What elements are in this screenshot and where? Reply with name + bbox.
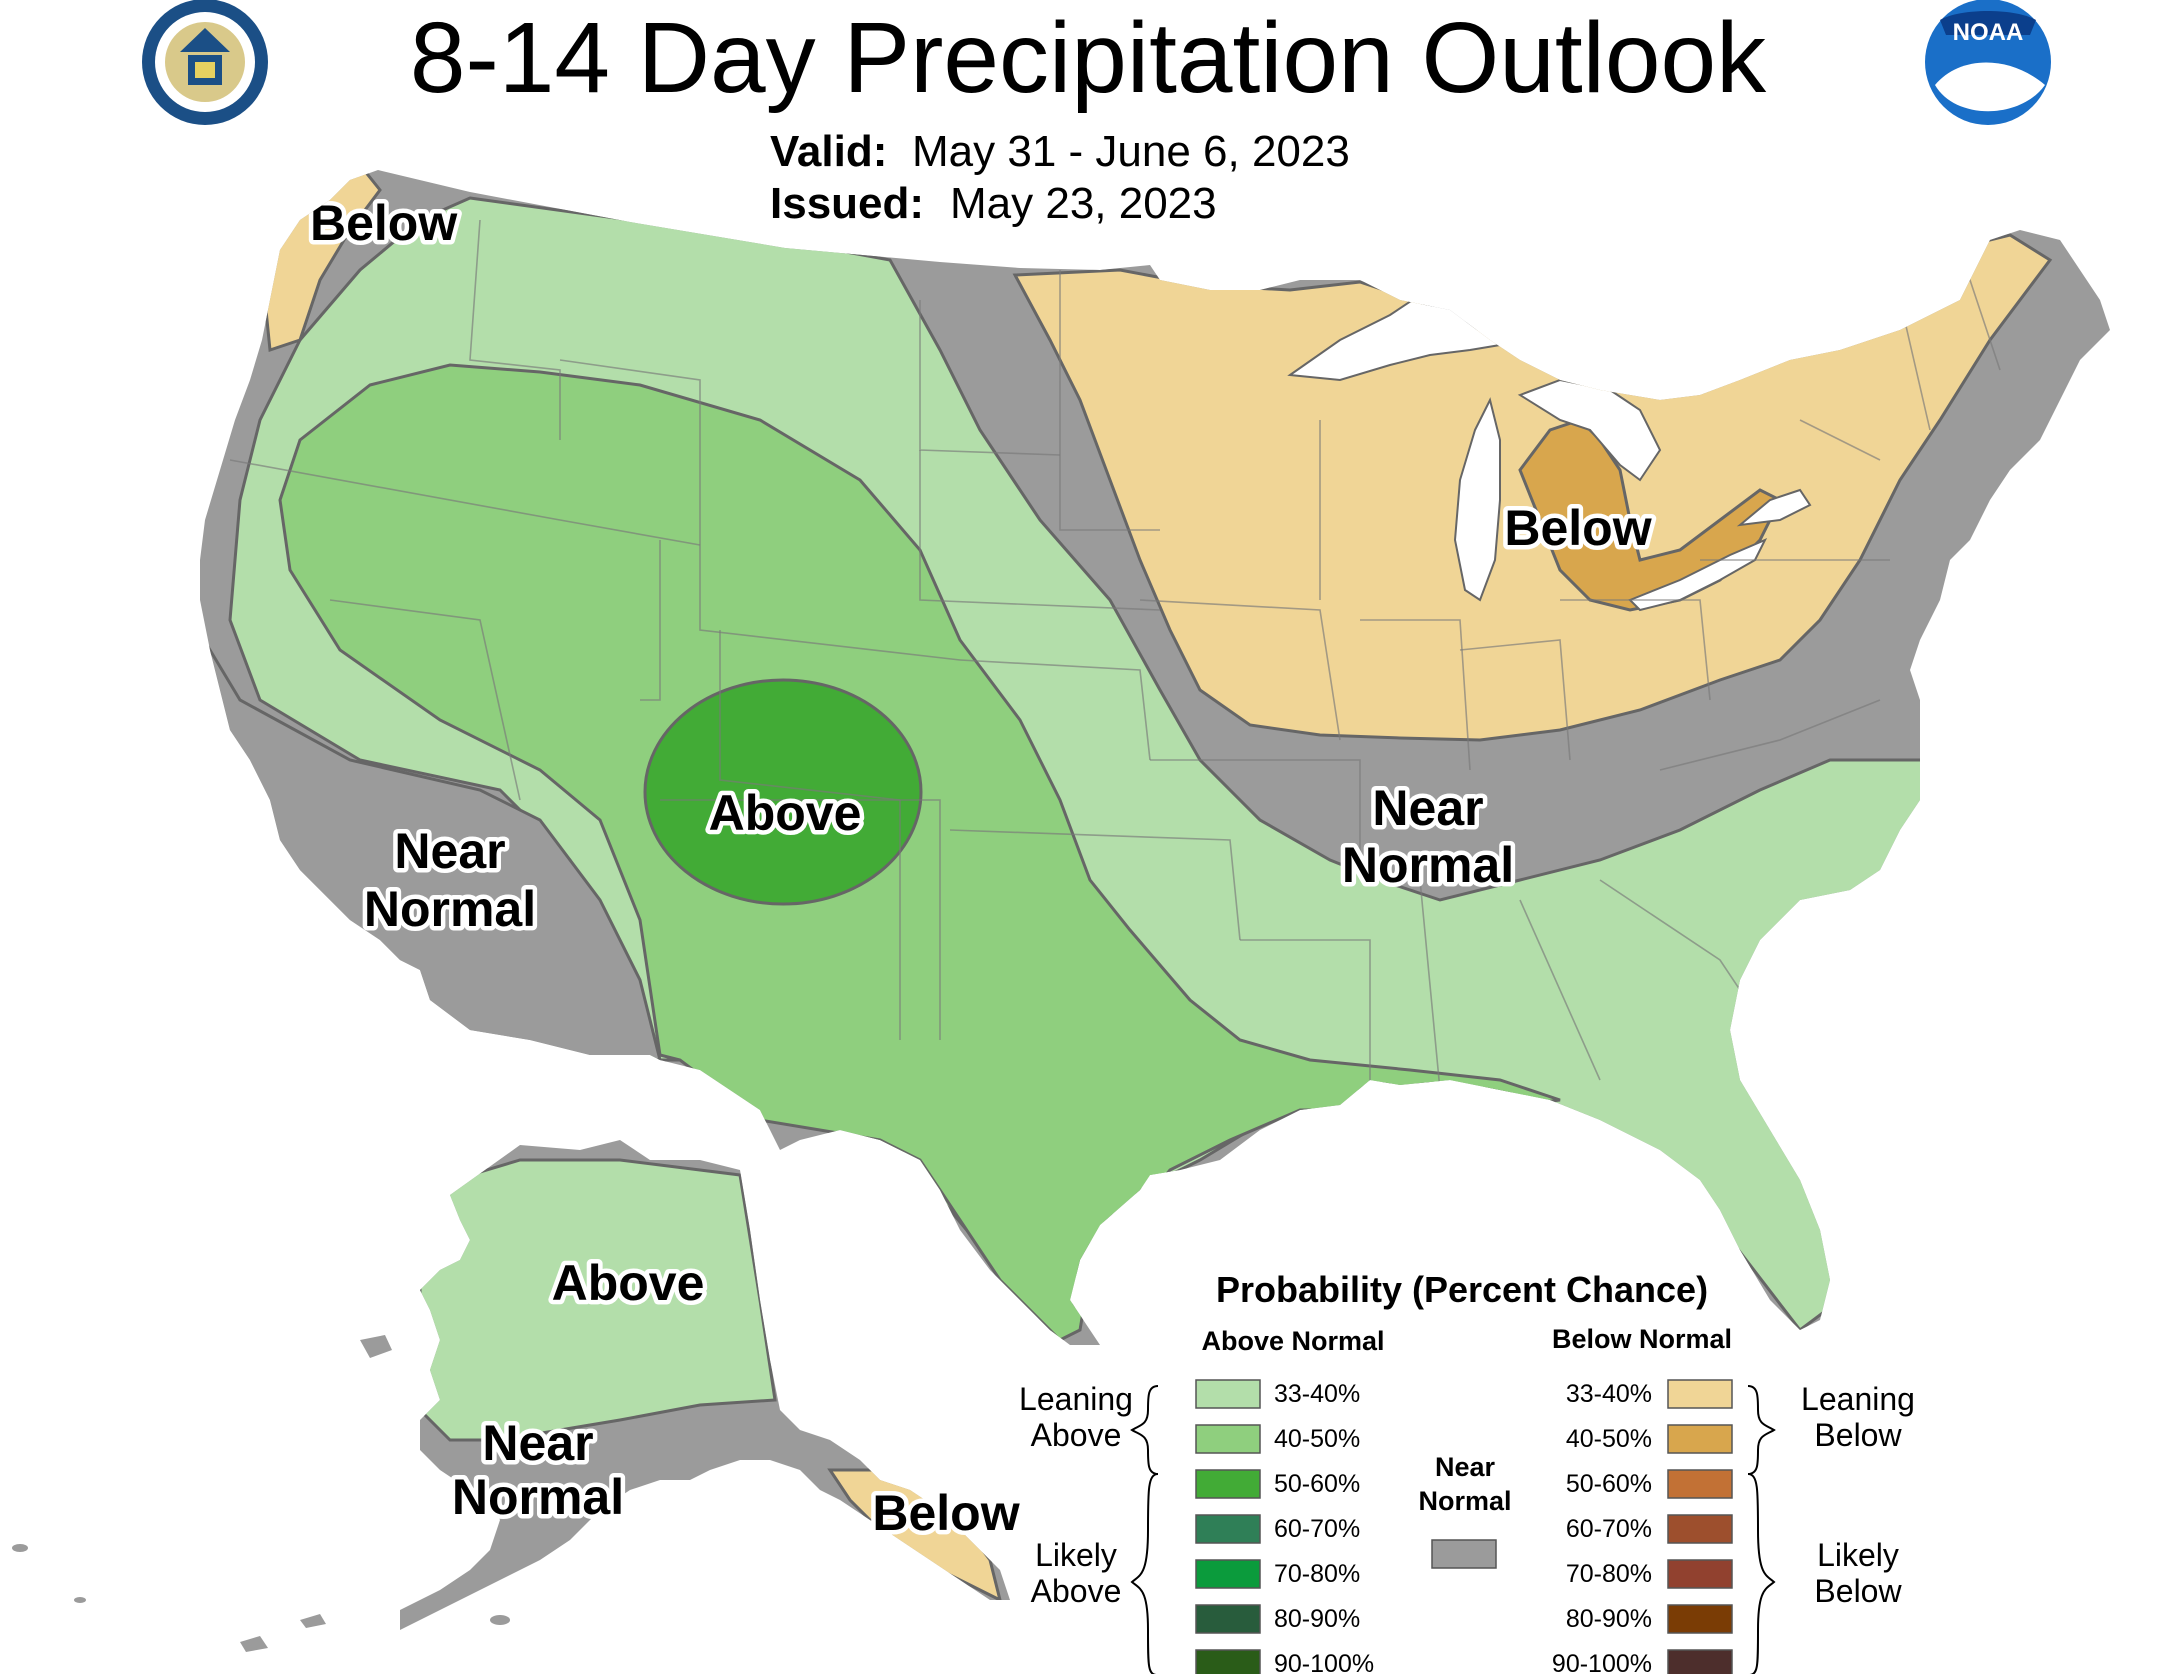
above-swatch-1 bbox=[1196, 1380, 1260, 1408]
below-swatch-7 bbox=[1668, 1650, 1732, 1674]
below-swatch-5 bbox=[1668, 1560, 1732, 1588]
legend-leaning-above-2: Above bbox=[1031, 1417, 1122, 1453]
label-alaska-above: Above bbox=[552, 1255, 705, 1311]
below-swatch-4 bbox=[1668, 1515, 1732, 1543]
label-alaska-near-normal-1: Near bbox=[482, 1415, 593, 1471]
bracket-likely-above bbox=[1132, 1474, 1158, 1674]
below-swatch-2 bbox=[1668, 1425, 1732, 1453]
legend-near-normal-1: Near bbox=[1435, 1452, 1496, 1482]
above-pct-label-4: 60-70% bbox=[1274, 1515, 1360, 1543]
label-alaska-below: Below bbox=[872, 1485, 1019, 1541]
below-swatch-6 bbox=[1668, 1605, 1732, 1633]
above-normal-swatches: 33-40% 40-50% 50-60% 60-70% 70-80% 80-90% 90-1… bbox=[1196, 1380, 1374, 1674]
legend-leaning-above-1: Leaning bbox=[1019, 1381, 1133, 1417]
label-west-near-normal-1: Near bbox=[394, 823, 505, 879]
legend-leaning-below-2: Below bbox=[1814, 1417, 1902, 1453]
label-east-near-normal-2: Normal bbox=[1342, 837, 1514, 893]
bracket-leaning-above bbox=[1132, 1386, 1158, 1474]
bracket-likely-below bbox=[1748, 1474, 1774, 1674]
valid-label: Valid: bbox=[770, 127, 887, 176]
legend-near-normal-2: Normal bbox=[1418, 1486, 1511, 1516]
above-swatch-7 bbox=[1196, 1650, 1260, 1674]
above-swatch-6 bbox=[1196, 1605, 1260, 1633]
below-pct-label-6: 80-90% bbox=[1566, 1605, 1652, 1633]
label-sw-above: Above bbox=[709, 785, 862, 841]
above-swatch-2 bbox=[1196, 1425, 1260, 1453]
noaa-logo-icon: NOAA bbox=[1925, 0, 2051, 125]
above-pct-label-6: 80-90% bbox=[1274, 1605, 1360, 1633]
label-east-near-normal-1: Near bbox=[1372, 780, 1483, 836]
noaa-logo-text: NOAA bbox=[1953, 19, 2024, 46]
above-pct-label-2: 40-50% bbox=[1274, 1425, 1360, 1453]
below-pct-label-7: 90-100% bbox=[1552, 1650, 1652, 1674]
label-nw-below: Below bbox=[310, 195, 457, 251]
bracket-leaning-below bbox=[1748, 1386, 1774, 1474]
label-great-lakes-below: Below bbox=[1504, 500, 1651, 556]
below-pct-label-1: 33-40% bbox=[1566, 1380, 1652, 1408]
issued-date: May 23, 2023 bbox=[950, 179, 1217, 228]
probability-legend: Probability (Percent Chance) Above Norma… bbox=[1019, 1269, 1915, 1674]
commerce-seal-icon bbox=[142, 0, 268, 125]
below-pct-label-3: 50-60% bbox=[1566, 1470, 1652, 1498]
conus-map: Below Near Normal Above Below Near Norma… bbox=[150, 150, 2150, 1400]
legend-above-header: Above Normal bbox=[1201, 1326, 1384, 1356]
above-pct-label-1: 33-40% bbox=[1274, 1380, 1360, 1408]
above-swatch-3 bbox=[1196, 1470, 1260, 1498]
above-swatch-4 bbox=[1196, 1515, 1260, 1543]
legend-leaning-below-1: Leaning bbox=[1801, 1381, 1915, 1417]
legend-near-normal-swatch bbox=[1432, 1540, 1496, 1568]
legend-likely-below-2: Below bbox=[1814, 1573, 1902, 1609]
legend-likely-above-1: Likely bbox=[1035, 1537, 1117, 1573]
legend-title: Probability (Percent Chance) bbox=[1216, 1269, 1708, 1310]
below-swatch-3 bbox=[1668, 1470, 1732, 1498]
below-pct-label-4: 60-70% bbox=[1566, 1515, 1652, 1543]
issued-label: Issued: bbox=[770, 179, 924, 228]
legend-likely-above-2: Above bbox=[1031, 1573, 1122, 1609]
above-pct-label-3: 50-60% bbox=[1274, 1470, 1360, 1498]
label-west-near-normal-2: Normal bbox=[364, 881, 536, 937]
below-normal-swatches: 33-40% 40-50% 50-60% 60-70% 70-80% 80-90% 90-1… bbox=[1552, 1380, 1732, 1674]
label-alaska-near-normal-2: Normal bbox=[452, 1469, 624, 1525]
legend-below-header: Below Normal bbox=[1552, 1324, 1732, 1354]
above-pct-label-7: 90-100% bbox=[1274, 1650, 1374, 1674]
valid-dates: May 31 - June 6, 2023 bbox=[912, 127, 1350, 176]
above-swatch-5 bbox=[1196, 1560, 1260, 1588]
legend-likely-below-1: Likely bbox=[1817, 1537, 1899, 1573]
below-pct-label-5: 70-80% bbox=[1566, 1560, 1652, 1588]
below-pct-label-2: 40-50% bbox=[1566, 1425, 1652, 1453]
above-pct-label-5: 70-80% bbox=[1274, 1560, 1360, 1588]
map-title: 8-14 Day Precipitation Outlook bbox=[410, 2, 1767, 114]
below-swatch-1 bbox=[1668, 1380, 1732, 1408]
